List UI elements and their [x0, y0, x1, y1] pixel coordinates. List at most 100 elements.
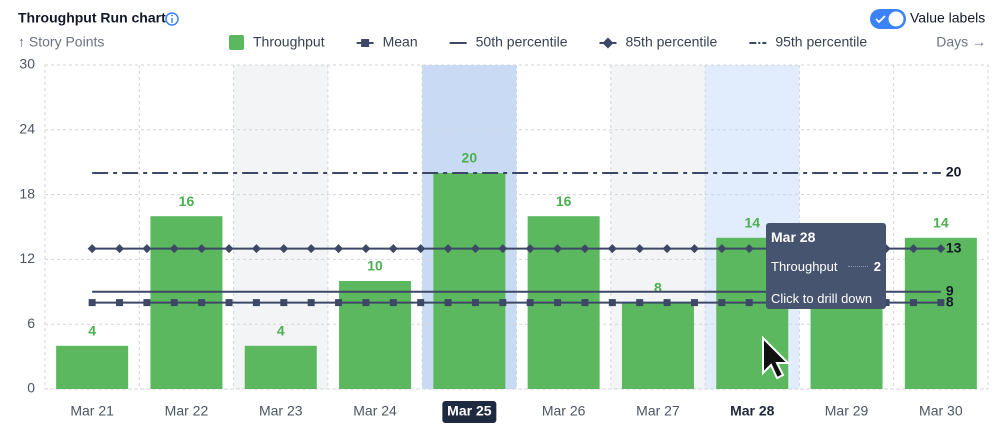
value-label: 14 — [933, 215, 949, 231]
line-marker — [936, 244, 946, 254]
y-tick-label: 30 — [19, 56, 35, 72]
column-highlight — [233, 65, 328, 389]
chart-title: Throughput Run chart — [18, 10, 166, 26]
line-marker — [334, 244, 344, 254]
value-label: 4 — [277, 323, 285, 339]
y-tick-label: 24 — [19, 121, 35, 137]
legend-label[interactable]: 95th percentile — [775, 34, 867, 50]
legend-marker — [361, 39, 370, 47]
line-marker — [937, 299, 945, 307]
x-label-highlight — [442, 401, 497, 423]
tooltip-label: Throughput — [771, 259, 838, 274]
line-marker — [143, 299, 151, 307]
value-label: 14 — [744, 215, 760, 231]
x-tick-label: Mar 26 — [542, 403, 586, 419]
toggle[interactable] — [870, 9, 906, 29]
line-marker — [306, 244, 316, 254]
bar — [810, 302, 883, 389]
line-marker — [663, 299, 671, 307]
reference-label: 8 — [946, 293, 954, 309]
line-marker — [88, 299, 96, 307]
bar — [56, 345, 129, 389]
x-tick-label: Mar 30 — [919, 403, 963, 419]
line-marker — [388, 244, 398, 254]
toggle-label: Value labels — [910, 10, 985, 26]
legend-symbol — [361, 39, 370, 47]
x-tick-label: Mar 25 — [447, 403, 492, 419]
line-marker — [909, 299, 917, 307]
legend-symbol — [602, 37, 614, 49]
line-marker — [498, 244, 508, 254]
line-marker — [361, 244, 371, 254]
y-axis-label: ↑ Story Points — [18, 34, 104, 50]
line-marker — [744, 244, 754, 254]
line-marker — [389, 299, 397, 307]
line-marker — [882, 299, 890, 307]
tooltip-leader — [848, 266, 868, 267]
value-label: 4 — [88, 323, 96, 339]
y-tick-label: 6 — [27, 315, 35, 331]
y-tick-label: 18 — [19, 185, 35, 201]
x-tick-label: Mar 28 — [730, 403, 775, 419]
line-marker — [581, 299, 589, 307]
line-marker — [170, 299, 178, 307]
legend-label[interactable]: 50th percentile — [476, 34, 568, 50]
line-marker — [525, 244, 535, 254]
line-marker — [335, 299, 343, 307]
line-marker — [279, 244, 289, 254]
reference-label: 20 — [946, 164, 962, 180]
value-label: 16 — [179, 193, 195, 209]
x-tick-label: Mar 27 — [636, 403, 680, 419]
bar — [621, 302, 694, 389]
line-marker — [690, 299, 698, 307]
x-tick-label: Mar 24 — [353, 403, 397, 419]
reference-label: 9 — [946, 283, 954, 299]
line-marker — [908, 244, 918, 254]
legend-marker — [602, 37, 614, 49]
tooltip-hint: Click to drill down — [771, 291, 873, 306]
legend-label[interactable]: 85th percentile — [625, 34, 717, 50]
line-marker — [197, 244, 207, 254]
value-label: 10 — [367, 258, 383, 274]
line-marker — [689, 244, 699, 254]
line-marker — [198, 299, 206, 307]
legend-label[interactable]: Throughput — [253, 34, 325, 50]
x-tick-label: Mar 29 — [825, 403, 869, 419]
line-marker — [251, 244, 261, 254]
x-tick-label: Mar 21 — [70, 403, 114, 419]
line-marker — [142, 244, 152, 254]
line-marker — [718, 299, 726, 307]
line-marker — [471, 299, 479, 307]
line-marker — [607, 244, 617, 254]
bar — [244, 345, 317, 389]
line-marker — [417, 299, 425, 307]
info-icon[interactable] — [165, 12, 179, 26]
line-marker — [717, 244, 727, 254]
line-marker — [224, 244, 234, 254]
value-label: 16 — [556, 193, 572, 209]
line-marker — [115, 244, 125, 254]
x-tick-label: Mar 23 — [259, 403, 303, 419]
value-label: 8 — [654, 279, 662, 295]
line-marker — [307, 299, 315, 307]
line-marker — [362, 299, 370, 307]
y-tick-label: 12 — [19, 250, 35, 266]
bar — [339, 281, 412, 389]
line-marker — [580, 244, 590, 254]
line-marker — [745, 299, 753, 307]
x-axis-label: Days → — [936, 34, 986, 50]
line-marker — [169, 244, 179, 254]
tooltip-title: Mar 28 — [771, 229, 816, 245]
line-marker — [554, 299, 562, 307]
line-marker — [635, 244, 645, 254]
tooltip: Mar 28 Throughput 2 Click to drill down — [766, 223, 886, 309]
bar — [433, 173, 506, 389]
legend-label[interactable]: Mean — [383, 34, 418, 50]
line-marker — [499, 299, 507, 307]
line-marker — [416, 244, 426, 254]
line-marker — [662, 244, 672, 254]
value-label: 20 — [462, 150, 478, 166]
line-marker — [443, 244, 453, 254]
